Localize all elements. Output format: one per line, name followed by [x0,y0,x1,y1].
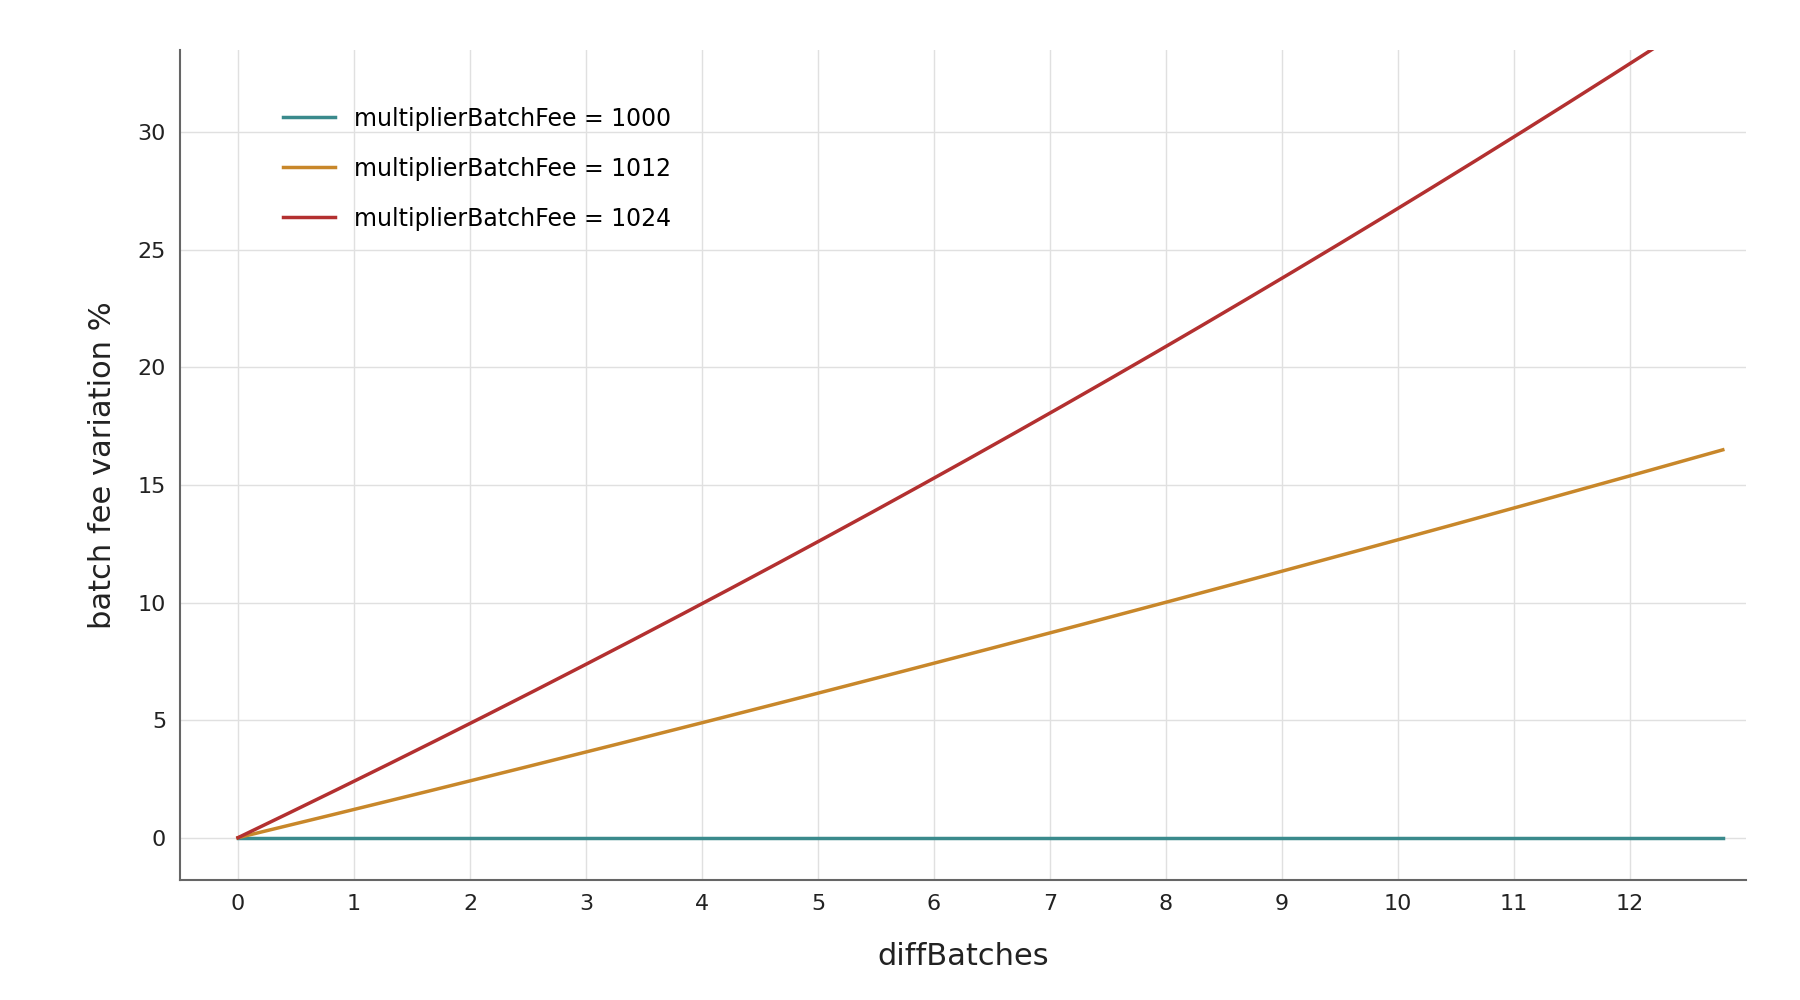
multiplierBatchFee = 1000 [1712,832,1733,844]
multiplierBatchFee = 1024 [828,525,850,537]
multiplierBatchFee = 1024 [1411,187,1433,199]
multiplierBatchFee = 1012 [1411,527,1433,539]
multiplierBatchFee = 1000 [1384,832,1406,844]
multiplierBatchFee = 1012 [828,682,850,694]
multiplierBatchFee = 1012 [227,832,248,844]
Legend: multiplierBatchFee = 1000, multiplierBatchFee = 1012, multiplierBatchFee = 1024: multiplierBatchFee = 1000, multiplierBat… [254,78,698,259]
multiplierBatchFee = 1000 [378,832,400,844]
Y-axis label: batch fee variation %: batch fee variation % [88,301,117,629]
multiplierBatchFee = 1024 [227,832,248,844]
multiplierBatchFee = 1012 [1247,572,1269,584]
multiplierBatchFee = 1024 [378,758,400,770]
multiplierBatchFee = 1000 [882,832,904,844]
multiplierBatchFee = 1024 [882,495,904,507]
multiplierBatchFee = 1024 [1384,204,1406,216]
multiplierBatchFee = 1012 [1712,444,1733,456]
Line: multiplierBatchFee = 1012: multiplierBatchFee = 1012 [238,450,1723,838]
X-axis label: diffBatches: diffBatches [877,942,1049,971]
multiplierBatchFee = 1000 [227,832,248,844]
Line: multiplierBatchFee = 1024: multiplierBatchFee = 1024 [238,4,1723,838]
multiplierBatchFee = 1024 [1712,0,1733,10]
multiplierBatchFee = 1000 [1247,832,1269,844]
multiplierBatchFee = 1012 [882,668,904,680]
multiplierBatchFee = 1000 [828,832,850,844]
multiplierBatchFee = 1012 [378,795,400,807]
multiplierBatchFee = 1012 [1384,534,1406,546]
multiplierBatchFee = 1024 [1247,287,1269,299]
multiplierBatchFee = 1000 [1411,832,1433,844]
